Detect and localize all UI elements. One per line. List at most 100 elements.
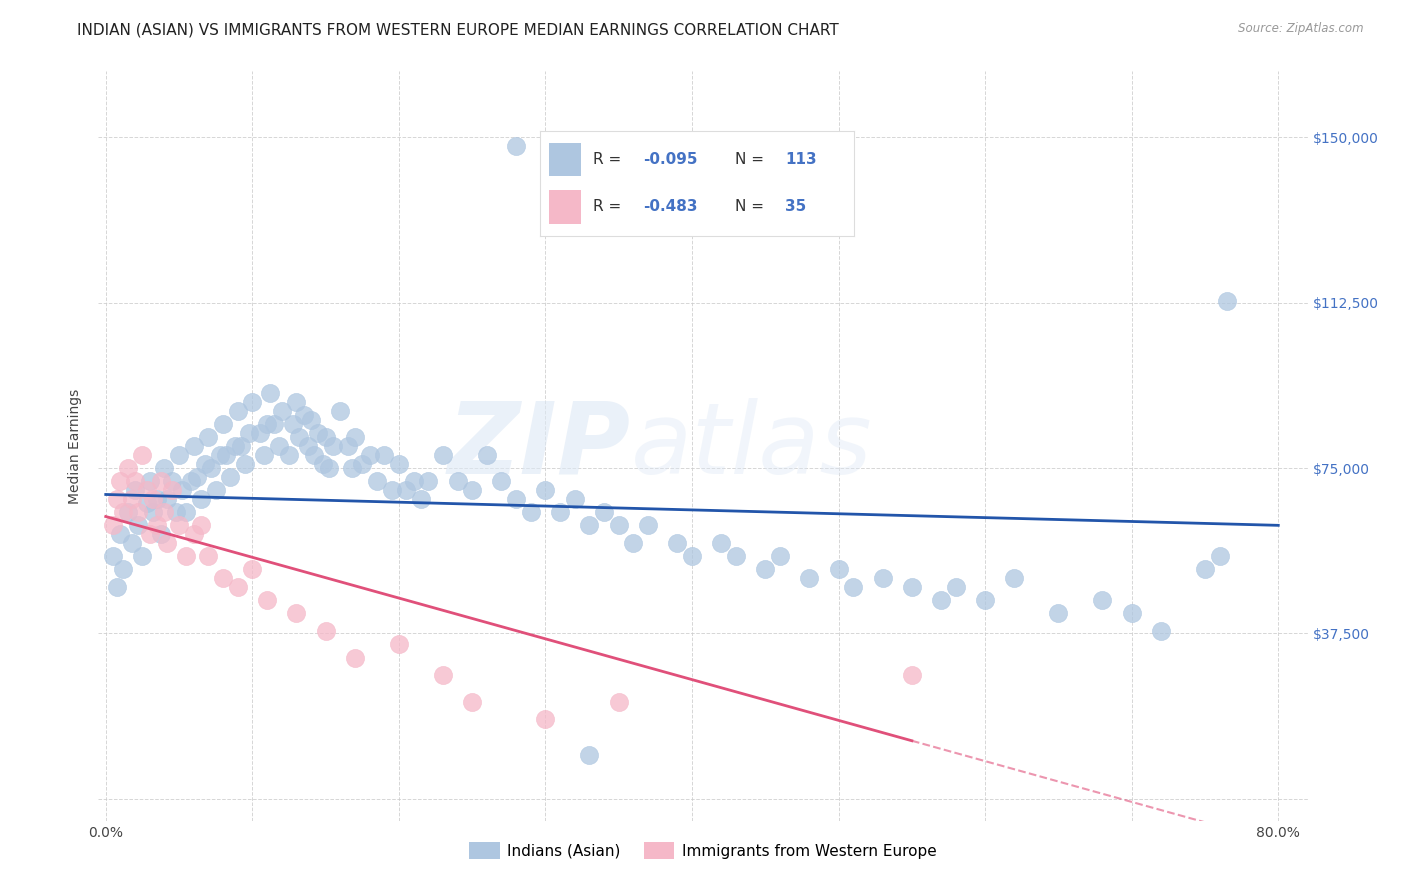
Indians (Asian) xyxy=(212,417,235,431)
Indians (Asian) xyxy=(322,439,344,453)
Indians (Asian) xyxy=(150,527,173,541)
Indians (Asian) xyxy=(318,461,340,475)
Indians (Asian) xyxy=(541,175,564,189)
Text: Source: ZipAtlas.com: Source: ZipAtlas.com xyxy=(1239,22,1364,36)
Indians (Asian) xyxy=(135,496,157,510)
Indians (Asian) xyxy=(226,403,249,417)
Indians (Asian) xyxy=(302,448,325,462)
Indians (Asian) xyxy=(288,430,311,444)
Indians (Asian) xyxy=(842,580,865,594)
Immigrants from Western Europe xyxy=(240,562,263,576)
Immigrants from Western Europe xyxy=(285,607,308,621)
Immigrants from Western Europe xyxy=(343,650,366,665)
Indians (Asian) xyxy=(491,475,513,489)
Indians (Asian) xyxy=(204,483,226,497)
Indians (Asian) xyxy=(267,439,290,453)
Indians (Asian) xyxy=(402,475,425,489)
Indians (Asian) xyxy=(1047,607,1070,621)
Immigrants from Western Europe xyxy=(176,549,198,564)
Indians (Asian) xyxy=(534,483,557,497)
Indians (Asian) xyxy=(1004,571,1026,585)
Indians (Asian) xyxy=(170,483,193,497)
Indians (Asian) xyxy=(224,439,246,453)
Indians (Asian) xyxy=(117,505,139,519)
Indians (Asian) xyxy=(299,412,322,426)
Y-axis label: Median Earnings: Median Earnings xyxy=(69,388,83,504)
Indians (Asian) xyxy=(945,580,967,594)
Indians (Asian) xyxy=(127,518,149,533)
Indians (Asian) xyxy=(229,439,252,453)
Indians (Asian) xyxy=(256,417,278,431)
Indians (Asian) xyxy=(1208,549,1230,564)
Immigrants from Western Europe xyxy=(160,483,183,497)
Indians (Asian) xyxy=(607,518,630,533)
Immigrants from Western Europe xyxy=(607,695,630,709)
Indians (Asian) xyxy=(1091,593,1114,607)
Immigrants from Western Europe xyxy=(183,527,205,541)
Indians (Asian) xyxy=(176,505,198,519)
Text: atlas: atlas xyxy=(630,398,872,494)
Indians (Asian) xyxy=(461,483,484,497)
Indians (Asian) xyxy=(710,536,733,550)
Indians (Asian) xyxy=(153,461,176,475)
Immigrants from Western Europe xyxy=(190,518,212,533)
Indians (Asian) xyxy=(366,475,388,489)
Indians (Asian) xyxy=(165,505,187,519)
Immigrants from Western Europe xyxy=(107,491,129,506)
Indians (Asian) xyxy=(270,403,292,417)
Indians (Asian) xyxy=(593,505,616,519)
Indians (Asian) xyxy=(799,571,821,585)
Indians (Asian) xyxy=(505,491,527,506)
Indians (Asian) xyxy=(259,386,281,401)
Indians (Asian) xyxy=(621,536,644,550)
Immigrants from Western Europe xyxy=(121,491,143,506)
Indians (Asian) xyxy=(1121,607,1143,621)
Indians (Asian) xyxy=(359,448,381,462)
Indians (Asian) xyxy=(307,425,329,440)
Immigrants from Western Europe xyxy=(315,624,337,639)
Indians (Asian) xyxy=(112,562,135,576)
Immigrants from Western Europe xyxy=(432,668,454,682)
Immigrants from Western Europe xyxy=(461,695,484,709)
Indians (Asian) xyxy=(578,747,600,762)
Indians (Asian) xyxy=(107,580,129,594)
Indians (Asian) xyxy=(183,439,205,453)
Immigrants from Western Europe xyxy=(127,505,149,519)
Indians (Asian) xyxy=(156,491,179,506)
Indians (Asian) xyxy=(1194,562,1216,576)
Indians (Asian) xyxy=(142,505,165,519)
Indians (Asian) xyxy=(315,430,337,444)
Indians (Asian) xyxy=(974,593,997,607)
Immigrants from Western Europe xyxy=(146,518,169,533)
Indians (Asian) xyxy=(446,475,468,489)
Indians (Asian) xyxy=(1216,293,1239,308)
Immigrants from Western Europe xyxy=(131,448,153,462)
Indians (Asian) xyxy=(548,505,571,519)
Indians (Asian) xyxy=(395,483,418,497)
Indians (Asian) xyxy=(475,448,498,462)
Immigrants from Western Europe xyxy=(112,505,135,519)
Indians (Asian) xyxy=(263,417,285,431)
Immigrants from Western Europe xyxy=(212,571,235,585)
Indians (Asian) xyxy=(197,430,219,444)
Indians (Asian) xyxy=(278,448,301,462)
Immigrants from Western Europe xyxy=(901,668,924,682)
Indians (Asian) xyxy=(343,430,366,444)
Indians (Asian) xyxy=(373,448,395,462)
Indians (Asian) xyxy=(138,475,160,489)
Indians (Asian) xyxy=(311,457,333,471)
Immigrants from Western Europe xyxy=(138,527,160,541)
Indians (Asian) xyxy=(380,483,402,497)
Text: INDIAN (ASIAN) VS IMMIGRANTS FROM WESTERN EUROPE MEDIAN EARNINGS CORRELATION CHA: INDIAN (ASIAN) VS IMMIGRANTS FROM WESTER… xyxy=(77,22,839,37)
Indians (Asian) xyxy=(190,491,212,506)
Indians (Asian) xyxy=(666,536,689,550)
Indians (Asian) xyxy=(121,536,143,550)
Text: ZIP: ZIP xyxy=(447,398,630,494)
Indians (Asian) xyxy=(219,470,242,484)
Indians (Asian) xyxy=(292,408,315,422)
Indians (Asian) xyxy=(167,448,190,462)
Indians (Asian) xyxy=(233,457,256,471)
Immigrants from Western Europe xyxy=(226,580,249,594)
Indians (Asian) xyxy=(186,470,208,484)
Indians (Asian) xyxy=(180,475,202,489)
